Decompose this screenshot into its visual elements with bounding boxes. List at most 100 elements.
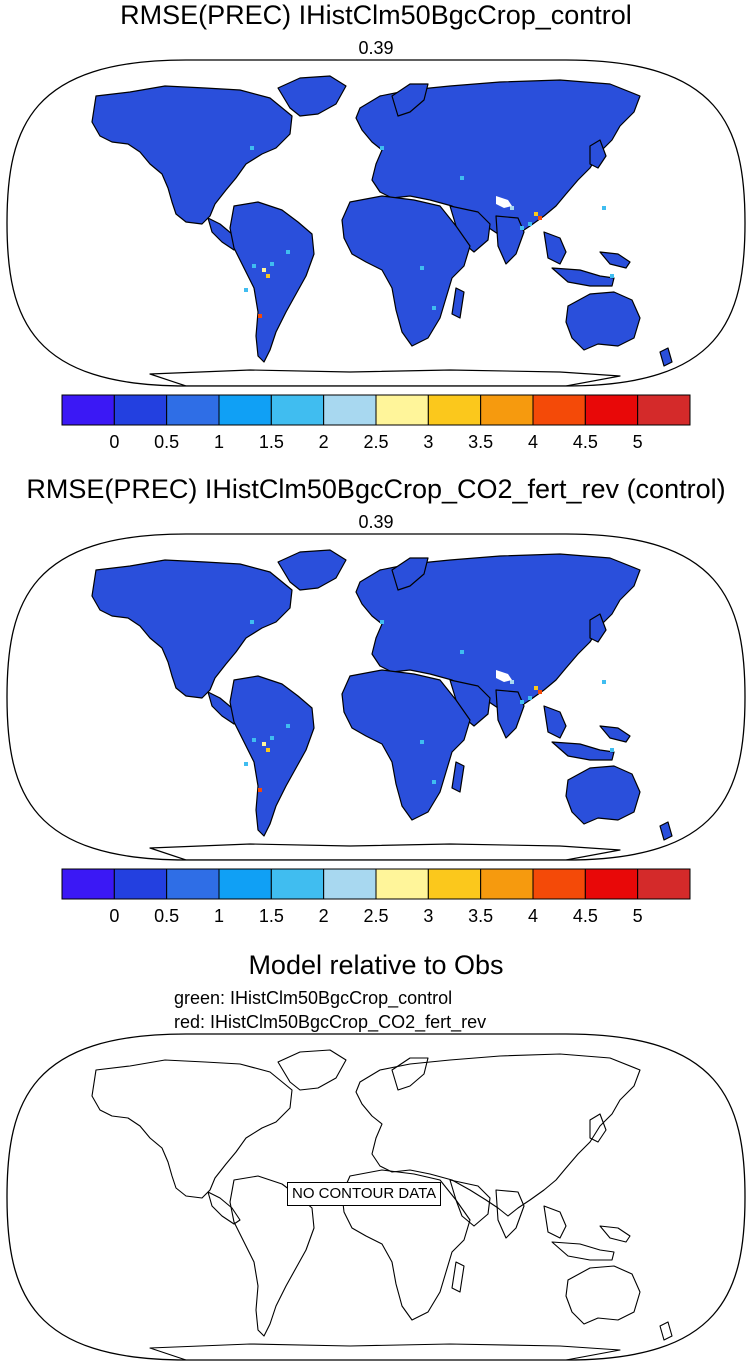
continent-shape bbox=[451, 1261, 465, 1293]
colorbar-box bbox=[270, 868, 325, 900]
colorbar-tick-label: 1.5 bbox=[259, 432, 284, 452]
colorbar-co2-fert-rev: 0 0.5 1 1.5 2 2.5 3 3.5 4 4.5 5 bbox=[61, 868, 691, 926]
colorbar-box bbox=[61, 868, 115, 900]
colorbar-tick-label: 2.5 bbox=[363, 906, 388, 926]
colorbar-tick-label: 0 bbox=[109, 906, 119, 926]
continent-shape bbox=[543, 1205, 567, 1239]
continent-shape bbox=[229, 201, 315, 363]
grid-cell-highlight bbox=[258, 314, 262, 318]
grid-cell-highlight bbox=[250, 146, 254, 150]
colorbar-tick-label: 4.5 bbox=[573, 432, 598, 452]
grid-cell-highlight bbox=[520, 700, 524, 704]
grid-cell-highlight bbox=[270, 262, 274, 266]
panel-title: RMSE(PREC) IHistClm50BgcCrop_control bbox=[120, 0, 632, 30]
continent-shape bbox=[659, 347, 673, 367]
continent-shape bbox=[451, 761, 465, 793]
colorbar-control: 0 0.5 1 1.5 2 2.5 3 3.5 4 4.5 5 bbox=[61, 394, 691, 452]
grid-cell-highlight bbox=[258, 788, 262, 792]
colorbar-tick-label: 3.5 bbox=[468, 906, 493, 926]
colorbar-tick-label: 3.5 bbox=[468, 432, 493, 452]
colorbar-box bbox=[637, 394, 691, 426]
continent-shape bbox=[551, 1241, 615, 1261]
continent-shape bbox=[551, 267, 615, 287]
colorbar-box bbox=[637, 868, 691, 900]
panel-title: RMSE(PREC) IHistClm50BgcCrop_CO2_fert_re… bbox=[26, 474, 726, 504]
continent-shape bbox=[277, 549, 347, 591]
map-frame bbox=[6, 533, 746, 861]
continent-shape bbox=[599, 251, 631, 269]
colorbar-box bbox=[532, 394, 586, 426]
colorbar-box bbox=[584, 868, 639, 900]
grid-cell-highlight bbox=[460, 176, 464, 180]
continent-shape bbox=[391, 1057, 429, 1091]
colorbar-tick-label: 3 bbox=[423, 906, 433, 926]
grid-cell-highlight bbox=[380, 146, 384, 150]
continent-shape bbox=[341, 1169, 471, 1321]
continent-shape bbox=[543, 705, 567, 739]
continent-shape bbox=[451, 287, 465, 319]
continent-shape bbox=[341, 669, 471, 821]
continent-shape bbox=[659, 1321, 673, 1341]
continent-shape bbox=[551, 741, 615, 761]
panel-value-label: 0.39 bbox=[358, 512, 394, 532]
continent-shape bbox=[91, 1059, 293, 1199]
continent-shape bbox=[659, 821, 673, 841]
colorbar-box bbox=[532, 868, 586, 900]
colorbar-tick-label: 2 bbox=[319, 906, 329, 926]
colorbar-box bbox=[375, 394, 429, 426]
continent-shape bbox=[449, 1179, 491, 1227]
continent-shape bbox=[229, 675, 315, 837]
continent-shape bbox=[495, 1189, 525, 1239]
colorbar-tick-label: 2.5 bbox=[363, 432, 388, 452]
colorbar-box bbox=[375, 868, 429, 900]
grid-cell-highlight bbox=[262, 742, 266, 746]
colorbar-tick-label: 5 bbox=[633, 432, 643, 452]
grid-cell-highlight bbox=[538, 690, 542, 694]
grid-cell-highlight bbox=[528, 696, 532, 700]
grid-cell-highlight bbox=[610, 274, 614, 278]
colorbar-tick-label: 4 bbox=[528, 906, 538, 926]
colorbar-tick-label: 5 bbox=[633, 906, 643, 926]
colorbar-box bbox=[166, 868, 220, 900]
continent-shape bbox=[495, 689, 525, 739]
continent-shape bbox=[589, 1113, 607, 1143]
map-frame bbox=[6, 1033, 746, 1361]
continent-shape bbox=[91, 85, 293, 225]
no-contour-data-label: NO CONTOUR DATA bbox=[287, 1182, 442, 1206]
continent-shape bbox=[565, 765, 641, 825]
colorbar-tick-label: 3 bbox=[423, 432, 433, 452]
colorbar-box bbox=[584, 394, 639, 426]
colorbar-box bbox=[113, 394, 168, 426]
map-co2-fert-rev bbox=[6, 533, 746, 861]
colorbar-box bbox=[166, 394, 220, 426]
colorbar-box bbox=[480, 868, 534, 900]
continent-shape bbox=[589, 139, 607, 169]
colorbar-box bbox=[270, 394, 325, 426]
grid-cell-highlight bbox=[602, 206, 606, 210]
colorbar-box bbox=[323, 394, 377, 426]
grid-cell-highlight bbox=[266, 748, 270, 752]
grid-cell-highlight bbox=[286, 724, 290, 728]
grid-cell-highlight bbox=[602, 680, 606, 684]
continent-shape bbox=[589, 613, 607, 643]
continent-shape bbox=[495, 215, 525, 265]
colorbar-tick-label: 4.5 bbox=[573, 906, 598, 926]
map-control bbox=[6, 59, 746, 387]
grid-cell-highlight bbox=[510, 206, 514, 210]
colorbar-tick-label: 0 bbox=[109, 432, 119, 452]
continent-shape bbox=[565, 291, 641, 351]
continent-shape bbox=[543, 231, 567, 265]
colorbar-box bbox=[427, 868, 482, 900]
continent-shape bbox=[341, 195, 471, 347]
continent-shape bbox=[149, 843, 621, 860]
grid-cell-highlight bbox=[538, 216, 542, 220]
continent-shape bbox=[149, 369, 621, 386]
continent-shape bbox=[91, 559, 293, 699]
panel-title: Model relative to Obs bbox=[248, 950, 504, 980]
grid-cell-highlight bbox=[266, 274, 270, 278]
grid-cell-highlight bbox=[534, 686, 538, 690]
grid-cell-highlight bbox=[610, 748, 614, 752]
continent-shape bbox=[149, 1343, 621, 1360]
continent-shape bbox=[355, 1053, 641, 1217]
colorbar-tick-label: 0.5 bbox=[154, 432, 179, 452]
